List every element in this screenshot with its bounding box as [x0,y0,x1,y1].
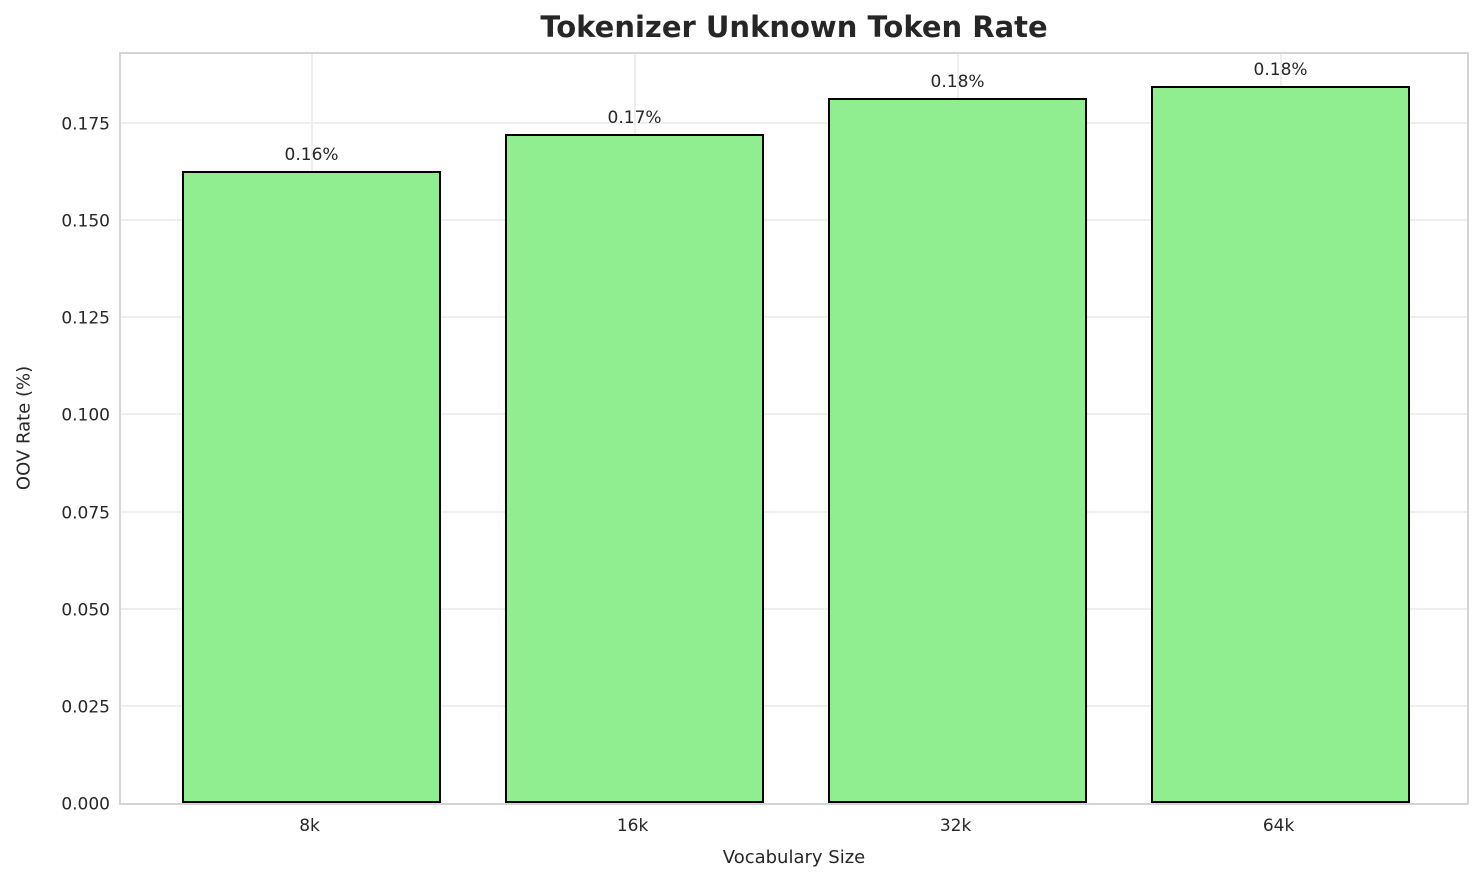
h-gridline [121,413,1467,416]
h-gridline [121,607,1467,610]
y-tick-label: 0.100 [61,405,110,426]
bar-value-label: 0.17% [607,107,662,128]
h-gridline [121,122,1467,125]
y-tick-label: 0.050 [61,600,110,621]
bar-8k [182,170,441,803]
y-tick-label: 0.075 [61,503,110,524]
x-tick-label: 16k [616,816,649,836]
x-tick-label: 8k [299,816,320,836]
chart-title: Tokenizer Unknown Token Rate [540,10,1048,44]
y-tick-label: 0.025 [61,697,110,718]
plot-area: 0.16% 0.17% 0.18% 0.18% [119,52,1469,805]
y-axis-label: OOV Rate (%) [13,365,35,491]
bar-16k [505,133,764,803]
bar-value-label: 0.16% [284,144,339,165]
bar-value-label: 0.18% [930,72,985,93]
bar-64k [1151,85,1410,803]
x-tick-label: 32k [939,816,972,836]
y-tick-label: 0.125 [61,308,110,329]
x-axis-label: Vocabulary Size [722,847,866,868]
h-gridline [121,316,1467,319]
h-gridline [121,510,1467,513]
y-tick-label: 0.000 [61,794,110,815]
y-tick-label: 0.150 [61,211,110,232]
bar-32k [828,98,1087,803]
h-gridline [121,219,1467,222]
x-tick-label: 64k [1262,816,1295,836]
y-tick-label: 0.175 [61,114,110,135]
h-gridline [121,704,1467,707]
bar-value-label: 0.18% [1253,59,1308,80]
